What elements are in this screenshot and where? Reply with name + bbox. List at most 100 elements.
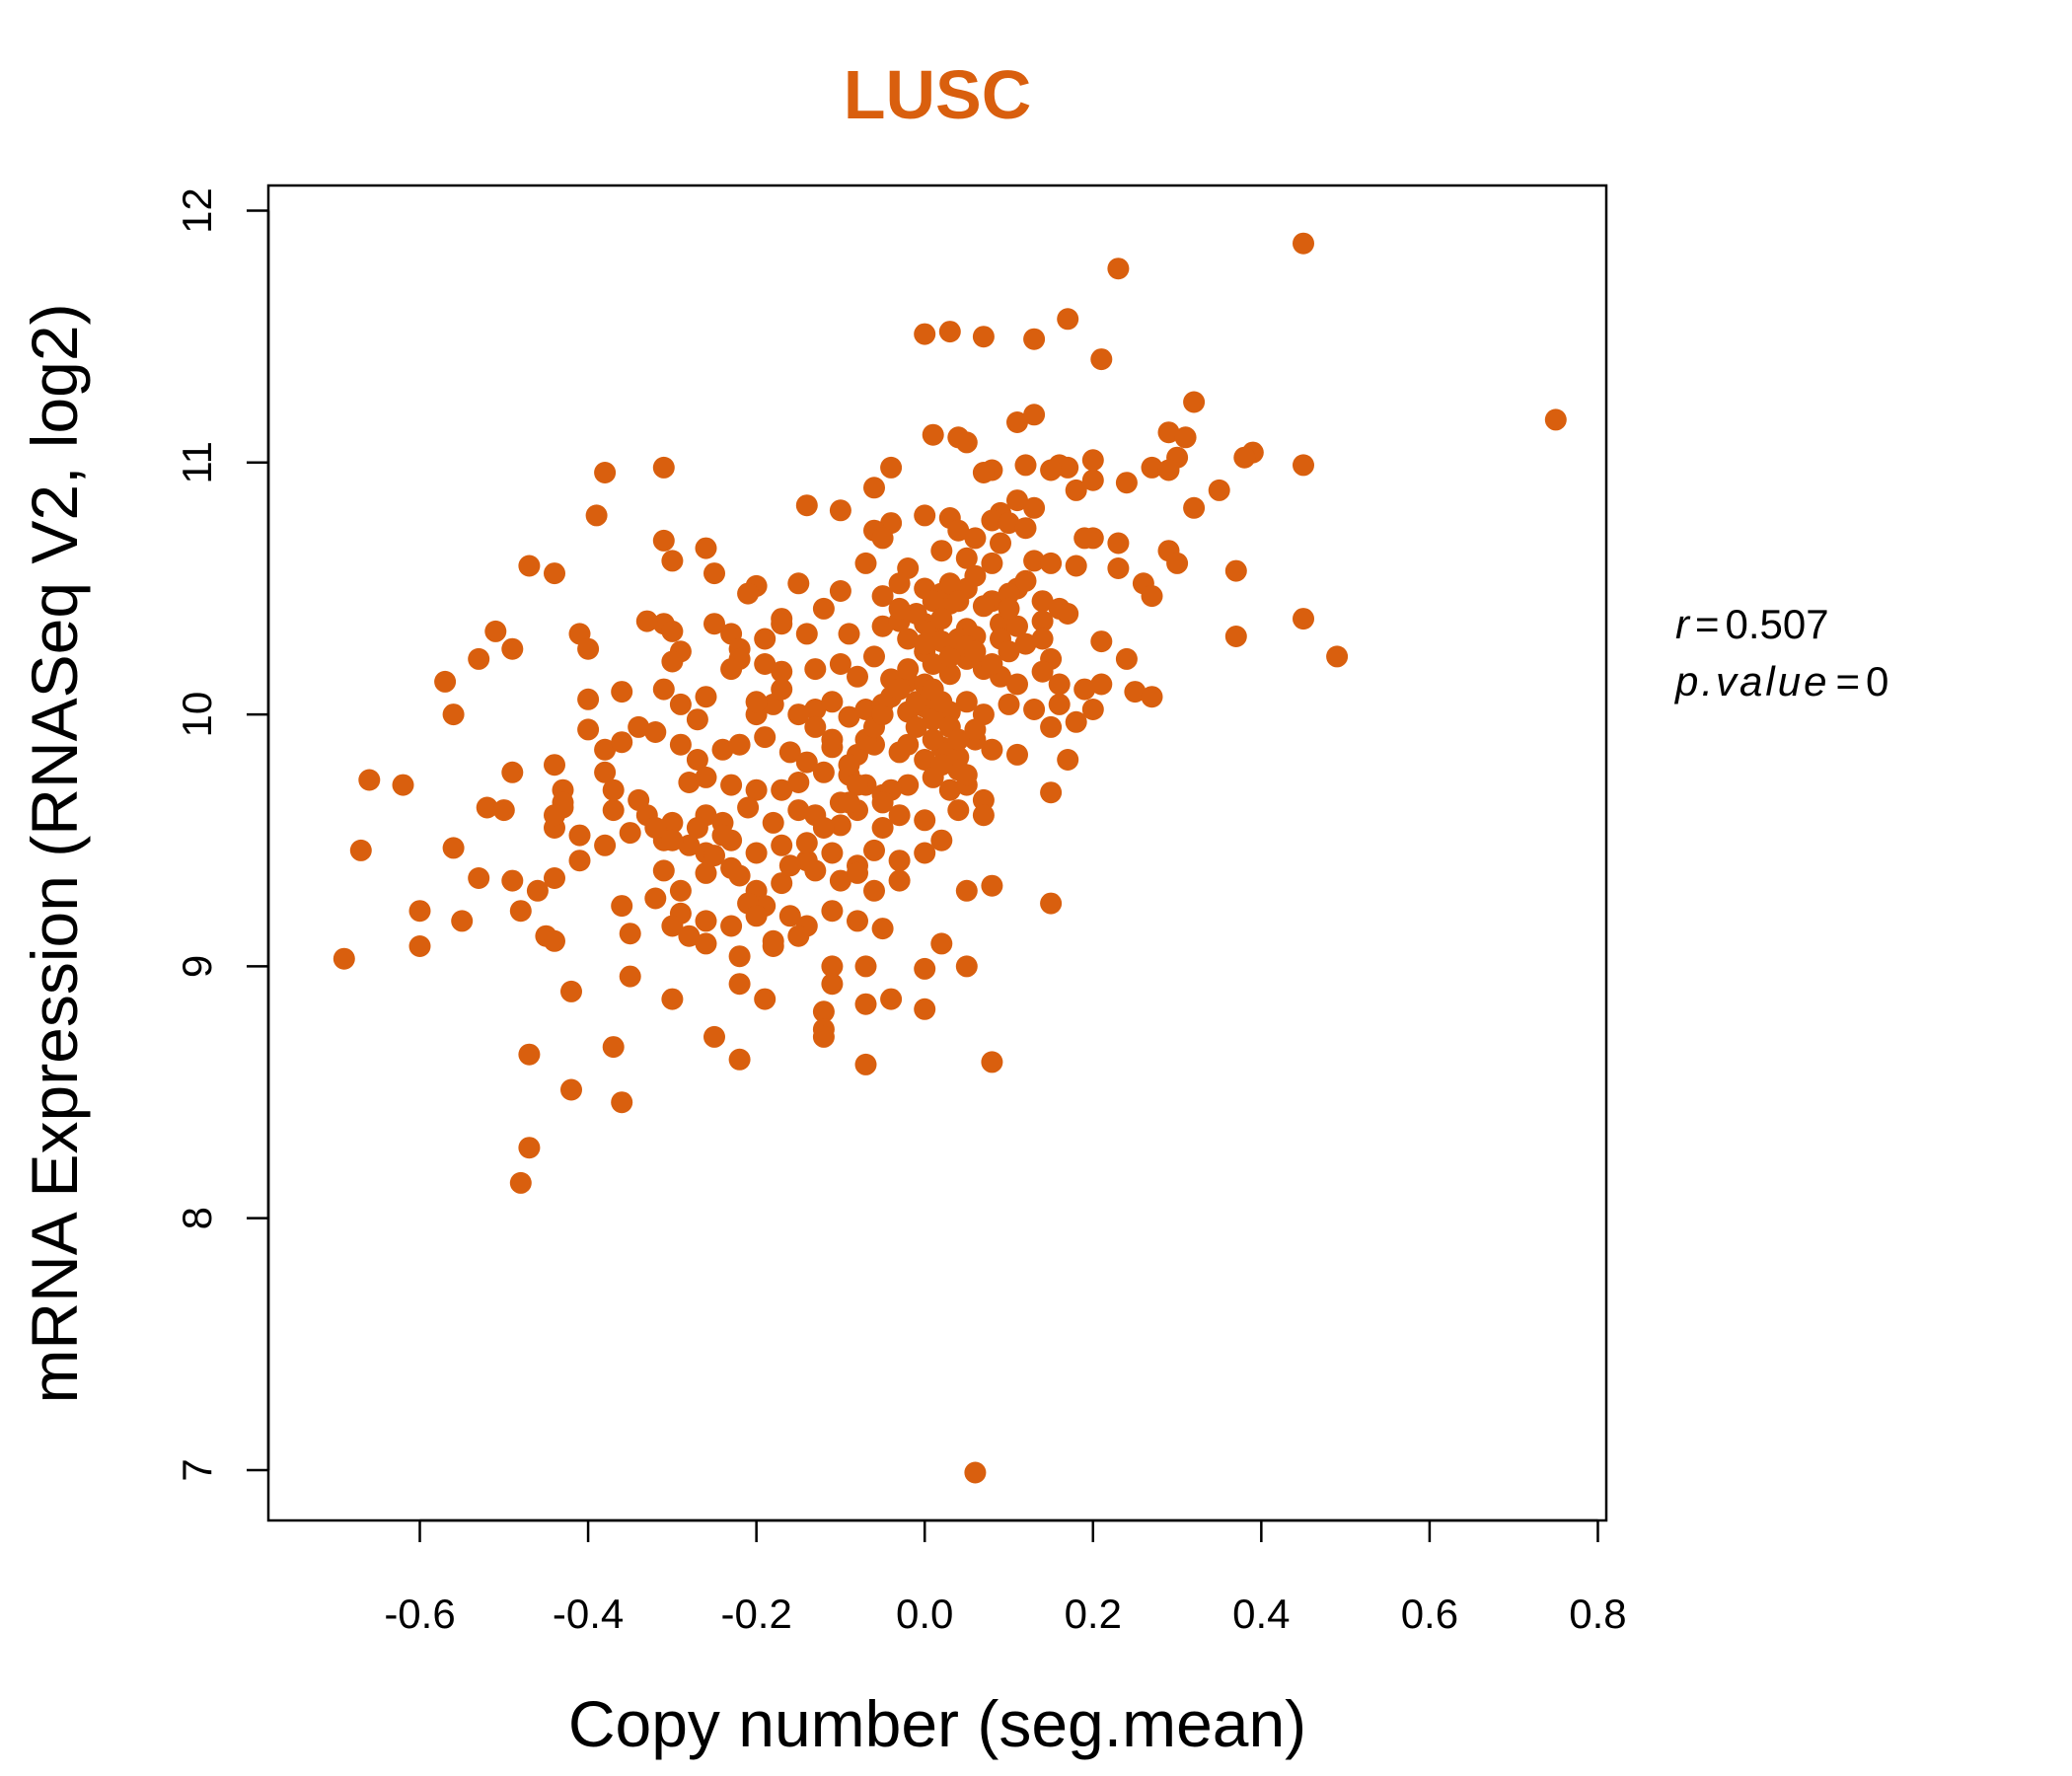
data-point [947,519,970,542]
data-point [914,504,936,527]
data-point [897,658,920,681]
data-point [619,822,641,845]
data-point [644,887,667,910]
data-point [829,653,851,675]
data-point [922,728,944,751]
data-point [922,708,944,731]
data-point [451,910,474,932]
data-point [812,1000,835,1023]
data-point [1141,456,1163,479]
data-point [812,817,835,839]
data-point [922,590,944,613]
data-point [728,945,751,968]
data-point [1081,449,1104,472]
data-point [930,932,953,955]
data-point [998,582,1020,605]
data-point [972,595,995,618]
data-points [333,232,1567,1484]
data-point [754,653,777,675]
data-point [795,832,818,854]
data-point [577,718,600,741]
data-point [905,691,927,713]
data-point [661,811,684,834]
data-point [1040,715,1063,738]
data-point [661,829,684,851]
data-point [938,663,961,686]
data-point [998,597,1020,620]
data-point [863,645,885,668]
data-point [787,572,810,595]
data-point [720,658,743,681]
data-point [821,728,844,751]
data-point [905,603,927,625]
data-point [1107,258,1130,280]
data-point [1057,603,1079,625]
data-point [509,900,532,923]
data-point [468,647,490,670]
data-point [544,929,565,952]
data-point [964,1461,987,1484]
x-tick-label: 0.4 [1232,1591,1290,1637]
data-point [492,799,515,822]
data-point [1048,693,1071,715]
data-point [955,955,978,978]
data-point [938,572,961,595]
data-point [914,842,936,864]
data-point [695,686,717,708]
data-point [568,824,591,847]
data-point [930,691,953,713]
x-tick-label: 0.6 [1401,1591,1458,1637]
data-point [1031,590,1054,613]
data-point [509,1171,532,1194]
data-point [602,778,625,801]
data-point [678,925,701,947]
data-point [703,845,725,867]
data-point [1057,308,1079,331]
data-point [1065,479,1087,501]
data-point [442,837,465,859]
data-point [442,703,465,726]
data-point [981,653,1003,675]
data-point [392,774,414,796]
data-point [787,799,810,822]
data-point [981,1051,1003,1073]
data-point [1081,699,1104,720]
x-tick-label: -0.4 [553,1591,624,1637]
data-point [964,640,987,663]
data-point [1124,681,1147,703]
p-stat: p.value = 0 [1673,658,1888,704]
data-point [728,1048,751,1071]
data-point [981,874,1003,897]
data-point [1090,673,1113,696]
data-point [795,751,818,774]
data-point [947,590,970,613]
data-point [711,824,734,847]
data-point [972,326,995,348]
x-tick-label: 0.2 [1065,1591,1122,1637]
data-point [1157,459,1180,481]
data-point [1040,892,1063,915]
data-point [964,564,987,587]
data-point [754,628,777,650]
data-point [1031,628,1054,650]
data-point [771,613,793,635]
data-point [787,772,810,793]
data-point [955,879,978,902]
data-point [871,585,894,608]
p-value: 0 [1866,658,1888,704]
data-point [695,766,717,788]
data-point [678,834,701,856]
y-tick-label: 9 [174,955,220,978]
data-point [518,555,541,577]
data-point [888,572,911,595]
data-point [888,850,911,872]
data-point [652,859,675,882]
x-tick-label: -0.2 [720,1591,791,1637]
data-point [669,879,692,902]
data-point [854,955,877,978]
data-point [930,829,953,851]
data-point [812,761,835,783]
data-point [526,879,549,902]
data-point [1293,454,1314,477]
data-point [1006,615,1028,637]
